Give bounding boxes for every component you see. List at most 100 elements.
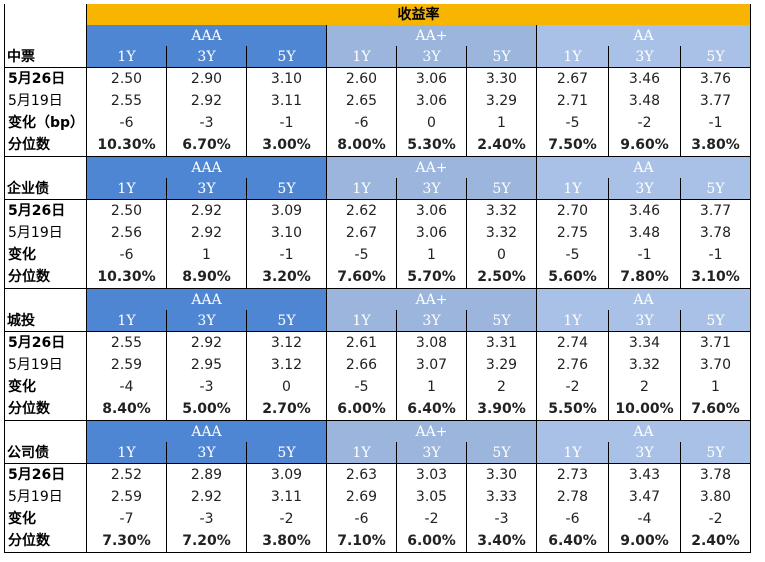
- value-cell: 3.78: [680, 222, 751, 244]
- value-cell: -2: [608, 112, 681, 134]
- table-row: 分位数 10.30% 6.70% 3.00% 8.00% 5.30% 2.40% 7.50% 9…: [4, 134, 751, 157]
- value-cell: 2.55: [86, 331, 167, 354]
- value-cell: 3.30: [466, 463, 537, 486]
- value-cell: 3.30: [466, 67, 537, 90]
- tenor-header: 1Y: [326, 310, 397, 332]
- value-cell: 7.60%: [326, 266, 397, 289]
- tenor-header: 5Y: [680, 178, 751, 200]
- value-cell: 3.06: [396, 199, 467, 222]
- value-cell: 3.80%: [680, 134, 751, 157]
- section-name: 城投: [4, 310, 87, 332]
- table-row: 5月19日 2.55 2.92 3.11 2.65 3.06 3.29 2.71 3.48 3.7…: [4, 90, 751, 112]
- tenor-header: 5Y: [680, 310, 751, 332]
- value-cell: 3.80%: [246, 530, 327, 553]
- value-cell: 10.30%: [86, 266, 167, 289]
- tenor-header: 5Y: [246, 310, 327, 332]
- rating-header: AA+: [326, 25, 537, 46]
- row-label: 5月26日: [4, 67, 87, 90]
- value-cell: 3.11: [246, 90, 327, 112]
- value-cell: 2.66: [326, 354, 397, 376]
- value-cell: 7.60%: [680, 398, 751, 421]
- value-cell: 7.80%: [608, 266, 681, 289]
- value-cell: 2.59: [86, 354, 167, 376]
- rating-header: AAA: [86, 25, 327, 46]
- value-cell: -3: [166, 112, 247, 134]
- value-cell: 3.71: [680, 331, 751, 354]
- section-name: 中票: [4, 46, 87, 68]
- value-cell: 2.62: [326, 199, 397, 222]
- value-cell: 2.40%: [680, 530, 751, 553]
- row-label: 5月19日: [4, 222, 87, 244]
- value-cell: -1: [246, 244, 327, 266]
- value-cell: 3.20%: [246, 266, 327, 289]
- value-cell: -1: [246, 112, 327, 134]
- tenor-header: 5Y: [246, 178, 327, 200]
- value-cell: 3.06: [396, 67, 467, 90]
- rating-header: AA+: [326, 420, 537, 442]
- tenor-header: 3Y: [166, 178, 247, 200]
- value-cell: 3.32: [466, 222, 537, 244]
- tenor-header: 1Y: [86, 46, 167, 68]
- value-cell: 2.92: [166, 199, 247, 222]
- value-cell: 10.00%: [608, 398, 681, 421]
- value-cell: 3.05: [396, 486, 467, 508]
- value-cell: 2.89: [166, 463, 247, 486]
- tenor-header: 5Y: [466, 310, 537, 332]
- tenor-header: 3Y: [166, 310, 247, 332]
- value-cell: 10.30%: [86, 134, 167, 157]
- value-cell: 3.06: [396, 90, 467, 112]
- table-row: 5月19日 2.59 2.92 3.11 2.69 3.05 3.33 2.78 3.47 3.8…: [4, 486, 751, 508]
- value-cell: -1: [680, 244, 751, 266]
- value-cell: 3.78: [680, 463, 751, 486]
- value-cell: -6: [86, 112, 167, 134]
- value-cell: 3.70: [680, 354, 751, 376]
- yield-table: 收益率 AAA AA+ AA 中票 1Y 3Y 5Y 1Y 3Y 5Y 1Y 3Y 5Y 5月26日 2.50…: [4, 4, 751, 553]
- value-cell: 2.95: [166, 354, 247, 376]
- rating-header-row: AAA AA+ AA: [4, 25, 751, 46]
- value-cell: 2.92: [166, 486, 247, 508]
- row-label: 变化: [4, 376, 87, 398]
- value-cell: 2.70%: [246, 398, 327, 421]
- table-row: 5月19日 2.56 2.92 3.10 2.67 3.06 3.32 2.75 3.48 3.7…: [4, 222, 751, 244]
- value-cell: 3.43: [608, 463, 681, 486]
- value-cell: 3.76: [680, 67, 751, 90]
- value-cell: 5.70%: [396, 266, 467, 289]
- tenor-header: 5Y: [680, 442, 751, 464]
- rating-header: AA: [536, 288, 751, 310]
- table-title: 收益率: [86, 4, 751, 25]
- tenor-header: 5Y: [246, 442, 327, 464]
- value-cell: 2.75: [536, 222, 609, 244]
- value-cell: 3.46: [608, 199, 681, 222]
- value-cell: 6.00%: [396, 530, 467, 553]
- tenor-header: 5Y: [246, 46, 327, 68]
- table-row: 5月26日 2.55 2.92 3.12 2.61 3.08 3.31 2.74 3.34 3.7…: [4, 331, 751, 354]
- section-name: 公司债: [4, 442, 87, 464]
- value-cell: 3.48: [608, 90, 681, 112]
- value-cell: 3.10%: [680, 266, 751, 289]
- value-cell: -5: [536, 112, 609, 134]
- tenor-header: 3Y: [166, 46, 247, 68]
- rating-header: AAA: [86, 288, 327, 310]
- value-cell: 0: [246, 376, 327, 398]
- tenor-header: 1Y: [86, 442, 167, 464]
- tenor-header: 3Y: [608, 310, 681, 332]
- rating-header: AA: [536, 156, 751, 178]
- value-cell: 5.30%: [396, 134, 467, 157]
- value-cell: 6.70%: [166, 134, 247, 157]
- section-spacer: [4, 156, 87, 178]
- row-label: 5月26日: [4, 463, 87, 486]
- value-cell: 2.90: [166, 67, 247, 90]
- value-cell: 2.59: [86, 486, 167, 508]
- value-cell: 2.71: [536, 90, 609, 112]
- value-cell: 8.90%: [166, 266, 247, 289]
- value-cell: 3.46: [608, 67, 681, 90]
- value-cell: 2.69: [326, 486, 397, 508]
- tenor-header: 3Y: [608, 46, 681, 68]
- value-cell: 6.40%: [536, 530, 609, 553]
- value-cell: 8.40%: [86, 398, 167, 421]
- value-cell: 2.70: [536, 199, 609, 222]
- value-cell: -7: [86, 508, 167, 530]
- value-cell: 2.60: [326, 67, 397, 90]
- value-cell: 3.03: [396, 463, 467, 486]
- row-label: 分位数: [4, 398, 87, 421]
